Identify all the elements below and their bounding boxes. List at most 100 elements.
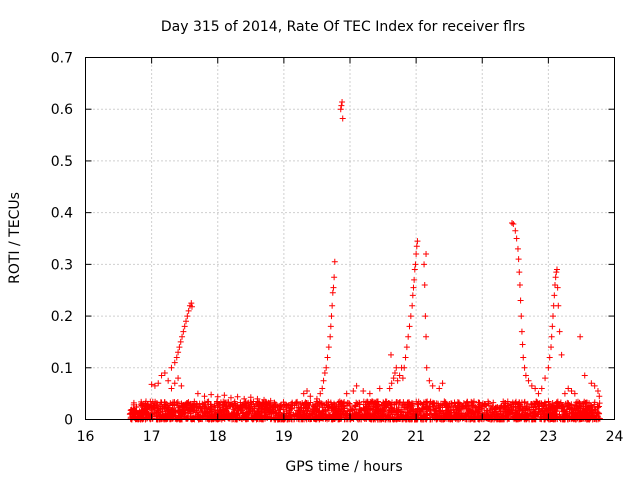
- baseline-point: [572, 402, 579, 409]
- data-point: [178, 382, 185, 389]
- baseline-point: [465, 409, 472, 416]
- data-point: [411, 276, 418, 283]
- data-point: [429, 382, 436, 389]
- y-tick-labels: 0 0.1 0.2 0.3 0.4 0.5 0.6 0.7: [51, 51, 73, 429]
- baseline-point: [382, 413, 389, 420]
- baseline-point: [273, 410, 280, 417]
- baseline-point: [358, 413, 365, 420]
- data-point: [339, 115, 346, 122]
- baseline-point: [231, 410, 238, 417]
- data-point: [551, 292, 558, 299]
- baseline-point: [368, 399, 375, 406]
- baseline-point: [198, 406, 205, 413]
- baseline-point: [427, 406, 434, 413]
- baseline-point: [267, 408, 274, 415]
- data-point: [360, 388, 367, 395]
- data-point: [581, 372, 588, 379]
- baseline-point: [144, 402, 151, 409]
- data-point: [528, 382, 535, 389]
- baseline-point: [311, 415, 318, 422]
- baseline-point: [485, 398, 492, 405]
- baseline-point: [562, 409, 569, 416]
- data-point: [173, 354, 180, 361]
- baseline-point: [347, 405, 354, 412]
- baseline-point: [453, 413, 460, 420]
- baseline-point: [436, 410, 443, 417]
- x-tick-label: 16: [77, 429, 95, 445]
- data-point: [423, 333, 430, 340]
- baseline-point: [191, 398, 198, 405]
- data-point: [551, 282, 558, 289]
- baseline-point: [168, 407, 175, 414]
- baseline-point: [287, 405, 294, 412]
- baseline-point: [281, 401, 288, 408]
- data-point: [386, 385, 393, 392]
- baseline-point: [595, 403, 602, 410]
- baseline-point: [289, 401, 296, 408]
- baseline-point: [566, 405, 573, 412]
- baseline-point: [363, 415, 370, 422]
- baseline-point: [530, 404, 537, 411]
- baseline-point: [548, 409, 555, 416]
- data-point: [328, 313, 335, 320]
- data-point: [414, 238, 421, 245]
- baseline-point: [294, 410, 301, 417]
- baseline-point: [591, 406, 598, 413]
- baseline-point: [244, 415, 251, 422]
- baseline-point: [351, 402, 358, 409]
- baseline-point: [389, 399, 396, 406]
- data-point: [221, 392, 228, 399]
- baseline-point: [247, 406, 254, 413]
- data-point: [394, 377, 401, 384]
- data-point: [426, 377, 433, 384]
- x-tick-label: 19: [275, 429, 293, 445]
- baseline-point: [261, 408, 268, 415]
- data-point: [307, 393, 314, 400]
- chart-title: Day 315 of 2014, Rate Of TEC Index for r…: [161, 19, 525, 35]
- baseline-point: [331, 400, 338, 407]
- data-point: [214, 393, 221, 400]
- baseline-point: [187, 400, 194, 407]
- baseline-point: [297, 409, 304, 416]
- baseline-point: [371, 400, 378, 407]
- baseline-point: [354, 412, 361, 419]
- baseline-point: [593, 415, 600, 422]
- baseline-point: [272, 404, 279, 411]
- data-point: [538, 385, 545, 392]
- data-point: [546, 354, 553, 361]
- x-tick-labels: 16 17 18 19 20 21 22 23 24: [77, 429, 624, 445]
- baseline-point: [596, 410, 603, 417]
- baseline-point: [324, 402, 331, 409]
- baseline-point: [368, 415, 375, 422]
- baseline-point: [559, 408, 566, 415]
- baseline-point: [302, 405, 309, 412]
- baseline-point: [502, 410, 509, 417]
- data-point: [339, 98, 346, 105]
- data-point: [515, 256, 522, 263]
- data-point: [552, 274, 559, 281]
- baseline-point: [371, 415, 378, 422]
- data-point: [421, 282, 428, 289]
- data-point: [401, 364, 408, 371]
- data-point: [577, 333, 584, 340]
- data-point: [175, 375, 182, 382]
- baseline-point: [574, 398, 581, 405]
- x-tick-label: 22: [473, 429, 491, 445]
- data-point: [436, 385, 443, 392]
- baseline-point: [521, 415, 528, 422]
- data-point: [323, 364, 330, 371]
- baseline-point: [193, 404, 200, 411]
- y-tick-label: 0.7: [51, 51, 73, 67]
- data-point: [410, 284, 417, 291]
- baseline-point: [538, 413, 545, 420]
- baseline-point: [169, 401, 176, 408]
- data-point: [513, 235, 520, 242]
- baseline-point: [448, 400, 455, 407]
- data-point: [194, 390, 201, 397]
- baseline-point: [280, 406, 287, 413]
- data-point: [568, 388, 575, 395]
- data-point: [393, 364, 400, 371]
- baseline-point: [133, 404, 140, 411]
- data-point: [234, 393, 241, 400]
